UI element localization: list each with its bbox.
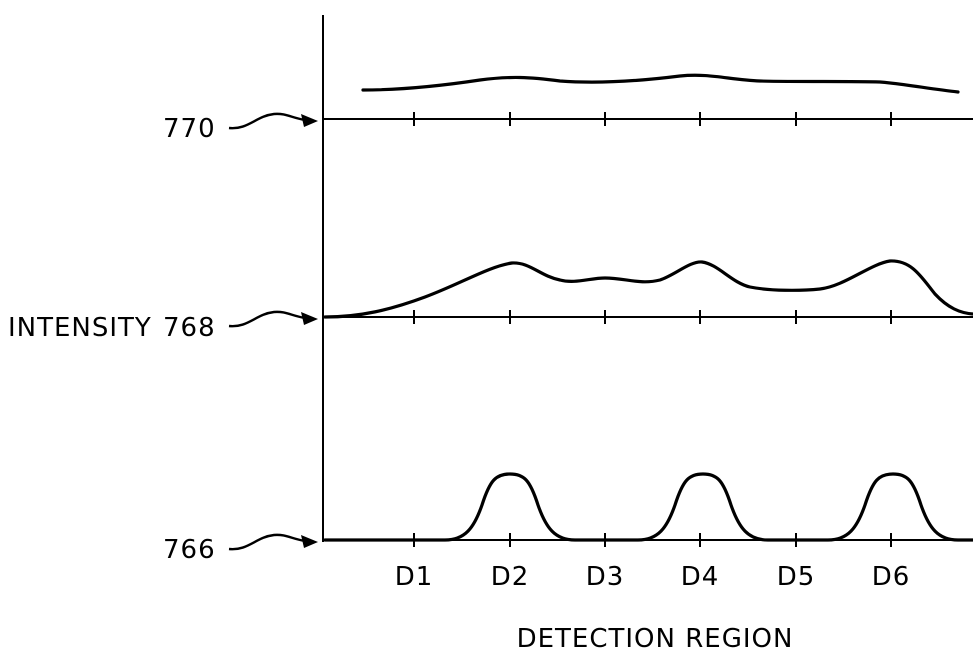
trace-770-label: 770 xyxy=(163,114,216,144)
leader-arrow-770 xyxy=(228,112,318,130)
x-axis-title: DETECTION REGION xyxy=(517,624,794,654)
trace-766-label: 766 xyxy=(163,535,216,565)
x-tick-label-d4: D4 xyxy=(681,562,720,592)
x-tick-label-d3: D3 xyxy=(586,562,625,592)
leader-arrow-766 xyxy=(228,533,318,551)
x-tick-label-d5: D5 xyxy=(777,562,816,592)
trace-770-curve xyxy=(361,73,960,94)
trace-768-label: 768 xyxy=(163,313,216,343)
ticks-770 xyxy=(413,112,892,126)
x-tick-label-d2: D2 xyxy=(491,562,530,592)
y-axis-title: INTENSITY xyxy=(8,313,152,343)
trace-766-curve xyxy=(323,472,973,542)
x-tick-label-d6: D6 xyxy=(872,562,911,592)
trace-768-curve xyxy=(323,259,973,319)
x-tick-label-d1: D1 xyxy=(395,562,434,592)
ticks-768 xyxy=(413,310,892,324)
leader-arrow-768 xyxy=(228,310,318,328)
